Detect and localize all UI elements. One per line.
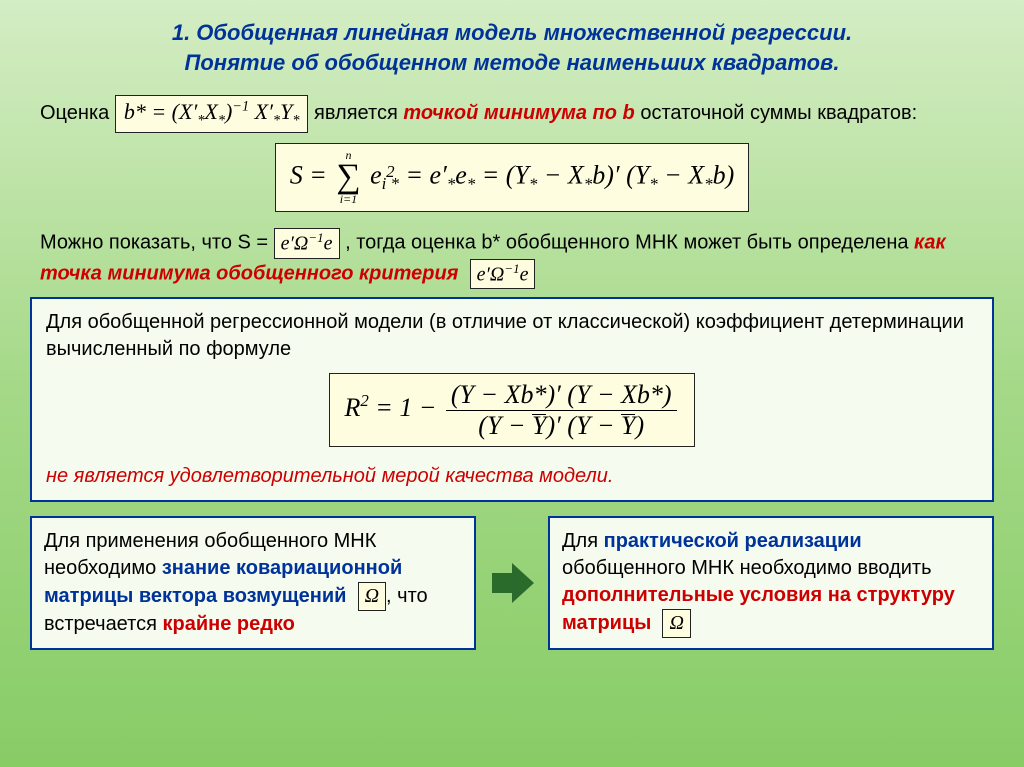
arrow-icon <box>488 559 536 607</box>
p2-text-a: Можно показать, что S = <box>40 232 274 254</box>
panel-r2: Для обобщенной регрессионной модели (в о… <box>30 297 994 502</box>
bottom-row: Для применения обобщенного МНК необходим… <box>30 516 994 650</box>
formula-r2-center: R2 = 1 − (Y − Xb*)′ (Y − Xb*) (Y − Y)′ (… <box>46 373 978 447</box>
b2-red: дополнительные условия на структуру матр… <box>562 584 955 634</box>
paragraph-2: Можно показать, что S = e′Ω−1e , тогда о… <box>40 228 994 289</box>
slide-title: 1. Обобщенная линейная модель множествен… <box>30 18 994 77</box>
b2-a: Для <box>562 530 604 552</box>
p1-red: точкой минимума по b <box>403 103 634 125</box>
panel-right: Для практической реализации обобщенного … <box>548 516 994 650</box>
b1-b <box>346 585 352 607</box>
b2-blue1: практической реализации <box>604 530 862 552</box>
title-line-2: Понятие об обобщенном методе наименьших … <box>185 50 840 75</box>
b2-b: обобщенного МНК необходимо вводить <box>562 557 932 579</box>
formula-r2: R2 = 1 − (Y − Xb*)′ (Y − Xb*) (Y − Y)′ (… <box>329 373 694 447</box>
panel1-red: не является удовлетворительной мерой кач… <box>46 463 978 490</box>
formula-eOe-2: e′Ω−1e <box>470 259 536 290</box>
b1-red: крайне редко <box>162 613 294 635</box>
p2-text-b: , тогда оценка b* обобщенного МНК может … <box>345 232 914 254</box>
p1-text-c: остаточной суммы квадратов: <box>640 103 917 125</box>
paragraph-1: Оценка b* = (X′*X*)−1 X′*Y* является точ… <box>40 95 994 133</box>
panel-left: Для применения обобщенного МНК необходим… <box>30 516 476 650</box>
panel1-text-a: Для обобщенной регрессионной модели (в о… <box>46 309 978 363</box>
omega-1: Ω <box>358 582 386 611</box>
omega-2: Ω <box>662 609 690 638</box>
formula-bstar: b* = (X′*X*)−1 X′*Y* <box>115 95 309 133</box>
formula-eOe-1: e′Ω−1e <box>274 228 340 259</box>
b2-c <box>651 612 657 634</box>
formula-s-center: S = n∑i=1 e2i * = e′*e* = (Y* − X*b)′ (Y… <box>30 143 994 212</box>
p1-text-a: Оценка <box>40 103 115 125</box>
p1-text-b: является <box>314 103 403 125</box>
formula-s: S = n∑i=1 e2i * = e′*e* = (Y* − X*b)′ (Y… <box>275 143 749 212</box>
title-line-1: 1. Обобщенная линейная модель множествен… <box>172 20 852 45</box>
